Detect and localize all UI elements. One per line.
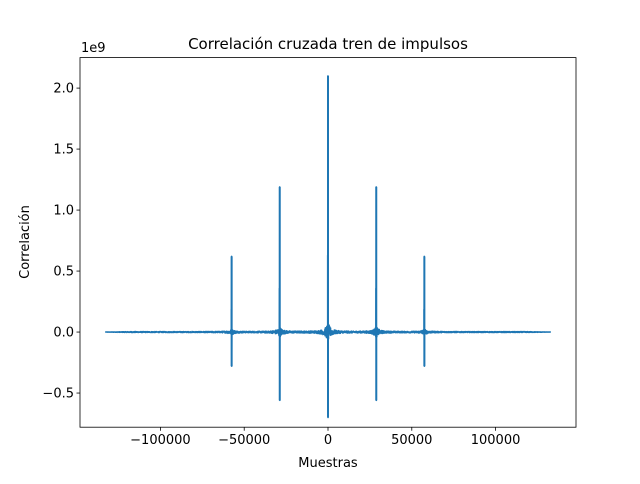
plot-frame xyxy=(79,57,577,428)
y-tick-label: 1.0 xyxy=(53,204,74,219)
x-tick-label: 50000 xyxy=(391,433,432,448)
y-tick-label: 1.5 xyxy=(53,143,74,158)
x-axis-label: Muestras xyxy=(298,456,358,471)
y-tick-label: 2.0 xyxy=(53,82,74,97)
y-tick-label: −0.5 xyxy=(42,387,74,402)
y-tick-label: 0.5 xyxy=(53,265,74,280)
x-tick-label: 100000 xyxy=(471,433,521,448)
y-axis-label: Correlación xyxy=(18,205,33,279)
x-tick-label: −50000 xyxy=(218,433,270,448)
y-tick-label: 0.0 xyxy=(53,326,74,341)
x-tick-label: 0 xyxy=(324,433,332,448)
y-offset-label: 1e9 xyxy=(81,41,106,56)
y-ticks: −0.5 0.0 0.5 1.0 1.5 2.0 xyxy=(42,82,80,402)
series-layer xyxy=(104,75,552,419)
x-tick-label: −100000 xyxy=(130,433,191,448)
x-ticks: −100000 −50000 0 50000 100000 xyxy=(130,427,520,448)
chart-title: Correlación cruzada tren de impulsos xyxy=(188,35,468,53)
